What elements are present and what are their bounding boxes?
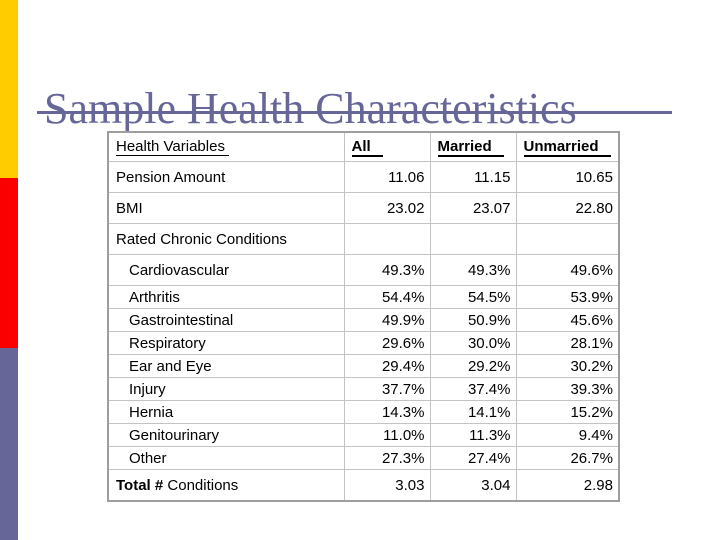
- row-label-part: Conditions: [163, 476, 239, 494]
- row-label-cell: Total # Conditions: [107, 469, 345, 502]
- row-label-cell: Hernia: [107, 400, 345, 424]
- row-label-cell: Injury: [107, 377, 345, 401]
- column-header-married: Married: [429, 131, 517, 162]
- value-cell-all: 29.6%: [343, 331, 431, 355]
- column-header-label: Health Variables: [116, 138, 229, 156]
- row-label-cell: BMI: [107, 192, 345, 224]
- page-title: Sample Health Characteristics: [44, 84, 577, 134]
- column-header-health-variables: Health Variables: [107, 131, 345, 162]
- value-cell-all: 3.03: [343, 469, 431, 502]
- value-cell-all: 23.02: [343, 192, 431, 224]
- value-cell-all: [343, 223, 431, 255]
- health-table-container: Health Variables All Married Unmarried P…: [107, 131, 620, 502]
- value-cell-unmarried: 49.6%: [515, 254, 620, 286]
- value-cell-unmarried: 53.9%: [515, 285, 620, 309]
- value-cell-married: 3.04: [429, 469, 517, 502]
- table-row-gastrointestinal: Gastrointestinal 49.9% 50.9% 45.6%: [107, 308, 620, 332]
- table-row-pension-amount: Pension Amount 11.06 11.15 10.65: [107, 161, 620, 193]
- value-cell-unmarried: 10.65: [515, 161, 620, 193]
- table-row-genitourinary: Genitourinary 11.0% 11.3% 9.4%: [107, 423, 620, 447]
- accent-bar-yellow: [0, 0, 18, 178]
- value-cell-unmarried: [515, 223, 620, 255]
- value-cell-all: 29.4%: [343, 354, 431, 378]
- row-label-cell: Genitourinary: [107, 423, 345, 447]
- table-row-other: Other 27.3% 27.4% 26.7%: [107, 446, 620, 470]
- table-row-total-conditions: Total # Conditions 3.03 3.04 2.98: [107, 469, 620, 502]
- row-label-cell: Rated Chronic Conditions: [107, 223, 345, 255]
- value-cell-married: 37.4%: [429, 377, 517, 401]
- table-header-row: Health Variables All Married Unmarried: [107, 131, 620, 162]
- table-row-cardiovascular: Cardiovascular 49.3% 49.3% 49.6%: [107, 254, 620, 286]
- table-row-hernia: Hernia 14.3% 14.1% 15.2%: [107, 400, 620, 424]
- column-header-label: All: [351, 138, 383, 157]
- column-header-all: All: [343, 131, 431, 162]
- value-cell-unmarried: 15.2%: [515, 400, 620, 424]
- value-cell-all: 27.3%: [343, 446, 431, 470]
- value-cell-all: 37.7%: [343, 377, 431, 401]
- table-row-bmi: BMI 23.02 23.07 22.80: [107, 192, 620, 224]
- value-cell-married: 11.15: [429, 161, 517, 193]
- accent-bar-red: [0, 178, 18, 348]
- row-label-cell: Other: [107, 446, 345, 470]
- value-cell-married: 50.9%: [429, 308, 517, 332]
- value-cell-all: 11.0%: [343, 423, 431, 447]
- value-cell-all: 49.3%: [343, 254, 431, 286]
- value-cell-married: 27.4%: [429, 446, 517, 470]
- table-row-ear-and-eye: Ear and Eye 29.4% 29.2% 30.2%: [107, 354, 620, 378]
- value-cell-married: 29.2%: [429, 354, 517, 378]
- table-row-injury: Injury 37.7% 37.4% 39.3%: [107, 377, 620, 401]
- value-cell-all: 14.3%: [343, 400, 431, 424]
- value-cell-unmarried: 45.6%: [515, 308, 620, 332]
- value-cell-married: 30.0%: [429, 331, 517, 355]
- value-cell-all: 54.4%: [343, 285, 431, 309]
- column-header-unmarried: Unmarried: [515, 131, 620, 162]
- health-characteristics-table: Health Variables All Married Unmarried P…: [107, 131, 620, 502]
- value-cell-married: [429, 223, 517, 255]
- value-cell-unmarried: 26.7%: [515, 446, 620, 470]
- table-row-respiratory: Respiratory 29.6% 30.0% 28.1%: [107, 331, 620, 355]
- row-label-bold-part: Total #: [116, 476, 164, 494]
- row-label-cell: Cardiovascular: [107, 254, 345, 286]
- title-underline-rule: [37, 111, 672, 114]
- value-cell-unmarried: 39.3%: [515, 377, 620, 401]
- value-cell-married: 54.5%: [429, 285, 517, 309]
- value-cell-unmarried: 22.80: [515, 192, 620, 224]
- row-label-cell: Pension Amount: [107, 161, 345, 193]
- accent-bar-purple: [0, 348, 18, 540]
- value-cell-unmarried: 9.4%: [515, 423, 620, 447]
- value-cell-married: 23.07: [429, 192, 517, 224]
- value-cell-all: 11.06: [343, 161, 431, 193]
- row-label-cell: Ear and Eye: [107, 354, 345, 378]
- value-cell-all: 49.9%: [343, 308, 431, 332]
- value-cell-unmarried: 30.2%: [515, 354, 620, 378]
- row-label-cell: Arthritis: [107, 285, 345, 309]
- column-header-label: Unmarried: [523, 138, 611, 157]
- value-cell-married: 14.1%: [429, 400, 517, 424]
- value-cell-unmarried: 2.98: [515, 469, 620, 502]
- value-cell-married: 11.3%: [429, 423, 517, 447]
- value-cell-unmarried: 28.1%: [515, 331, 620, 355]
- value-cell-married: 49.3%: [429, 254, 517, 286]
- row-label-cell: Gastrointestinal: [107, 308, 345, 332]
- table-row-arthritis: Arthritis 54.4% 54.5% 53.9%: [107, 285, 620, 309]
- table-row-rated-chronic-conditions: Rated Chronic Conditions: [107, 223, 620, 255]
- row-label-cell: Respiratory: [107, 331, 345, 355]
- column-header-label: Married: [437, 138, 504, 157]
